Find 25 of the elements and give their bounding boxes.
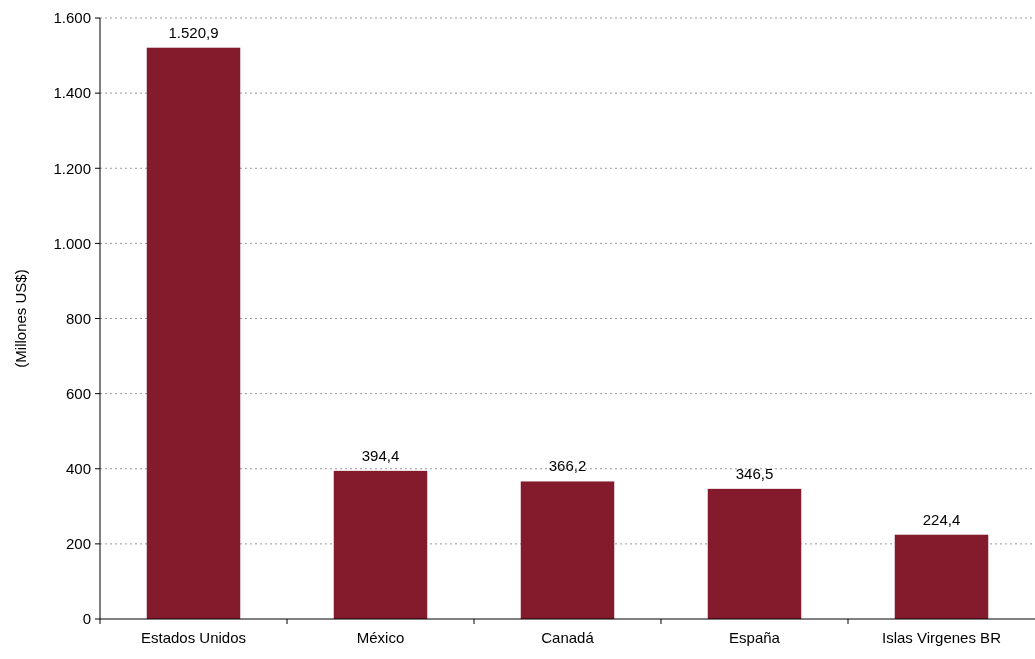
y-tick-label: 600 bbox=[65, 384, 91, 402]
x-tick-label: España bbox=[729, 629, 781, 646]
data-label: 346,5 bbox=[735, 464, 774, 482]
bar bbox=[894, 534, 989, 619]
x-tick-label: Islas Virgenes BR bbox=[882, 629, 1002, 646]
bar bbox=[707, 488, 802, 619]
bar bbox=[520, 481, 615, 619]
bar bbox=[333, 470, 428, 619]
x-tick-label: Canadá bbox=[541, 629, 595, 646]
y-axis-title: (Millones US$) bbox=[12, 269, 29, 368]
data-label: 394,4 bbox=[361, 446, 400, 464]
data-label: 1.520,9 bbox=[168, 23, 219, 41]
y-tick-label: 1.600 bbox=[53, 9, 91, 27]
data-label: 366,2 bbox=[548, 457, 587, 475]
y-tick-label: 1.200 bbox=[53, 159, 91, 177]
bar bbox=[146, 47, 241, 619]
y-tick-label: 800 bbox=[65, 309, 91, 327]
x-tick-label: Estados Unidos bbox=[140, 629, 247, 646]
y-tick-label: 200 bbox=[65, 535, 91, 553]
y-tick-label: 1.400 bbox=[53, 84, 91, 102]
data-label: 224,4 bbox=[922, 510, 961, 528]
y-tick-label: 1.000 bbox=[53, 234, 91, 252]
x-tick-label: México bbox=[356, 629, 405, 646]
y-tick-label: 400 bbox=[65, 460, 91, 477]
y-tick-label: 0 bbox=[82, 610, 91, 628]
